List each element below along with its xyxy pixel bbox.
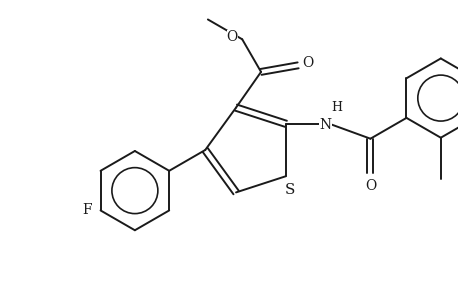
Text: H: H — [331, 101, 341, 114]
Text: O: O — [364, 179, 375, 193]
Text: F: F — [82, 203, 91, 218]
Text: O: O — [302, 56, 313, 70]
Text: N: N — [319, 118, 331, 132]
Text: S: S — [284, 183, 294, 197]
Text: O: O — [226, 30, 237, 44]
